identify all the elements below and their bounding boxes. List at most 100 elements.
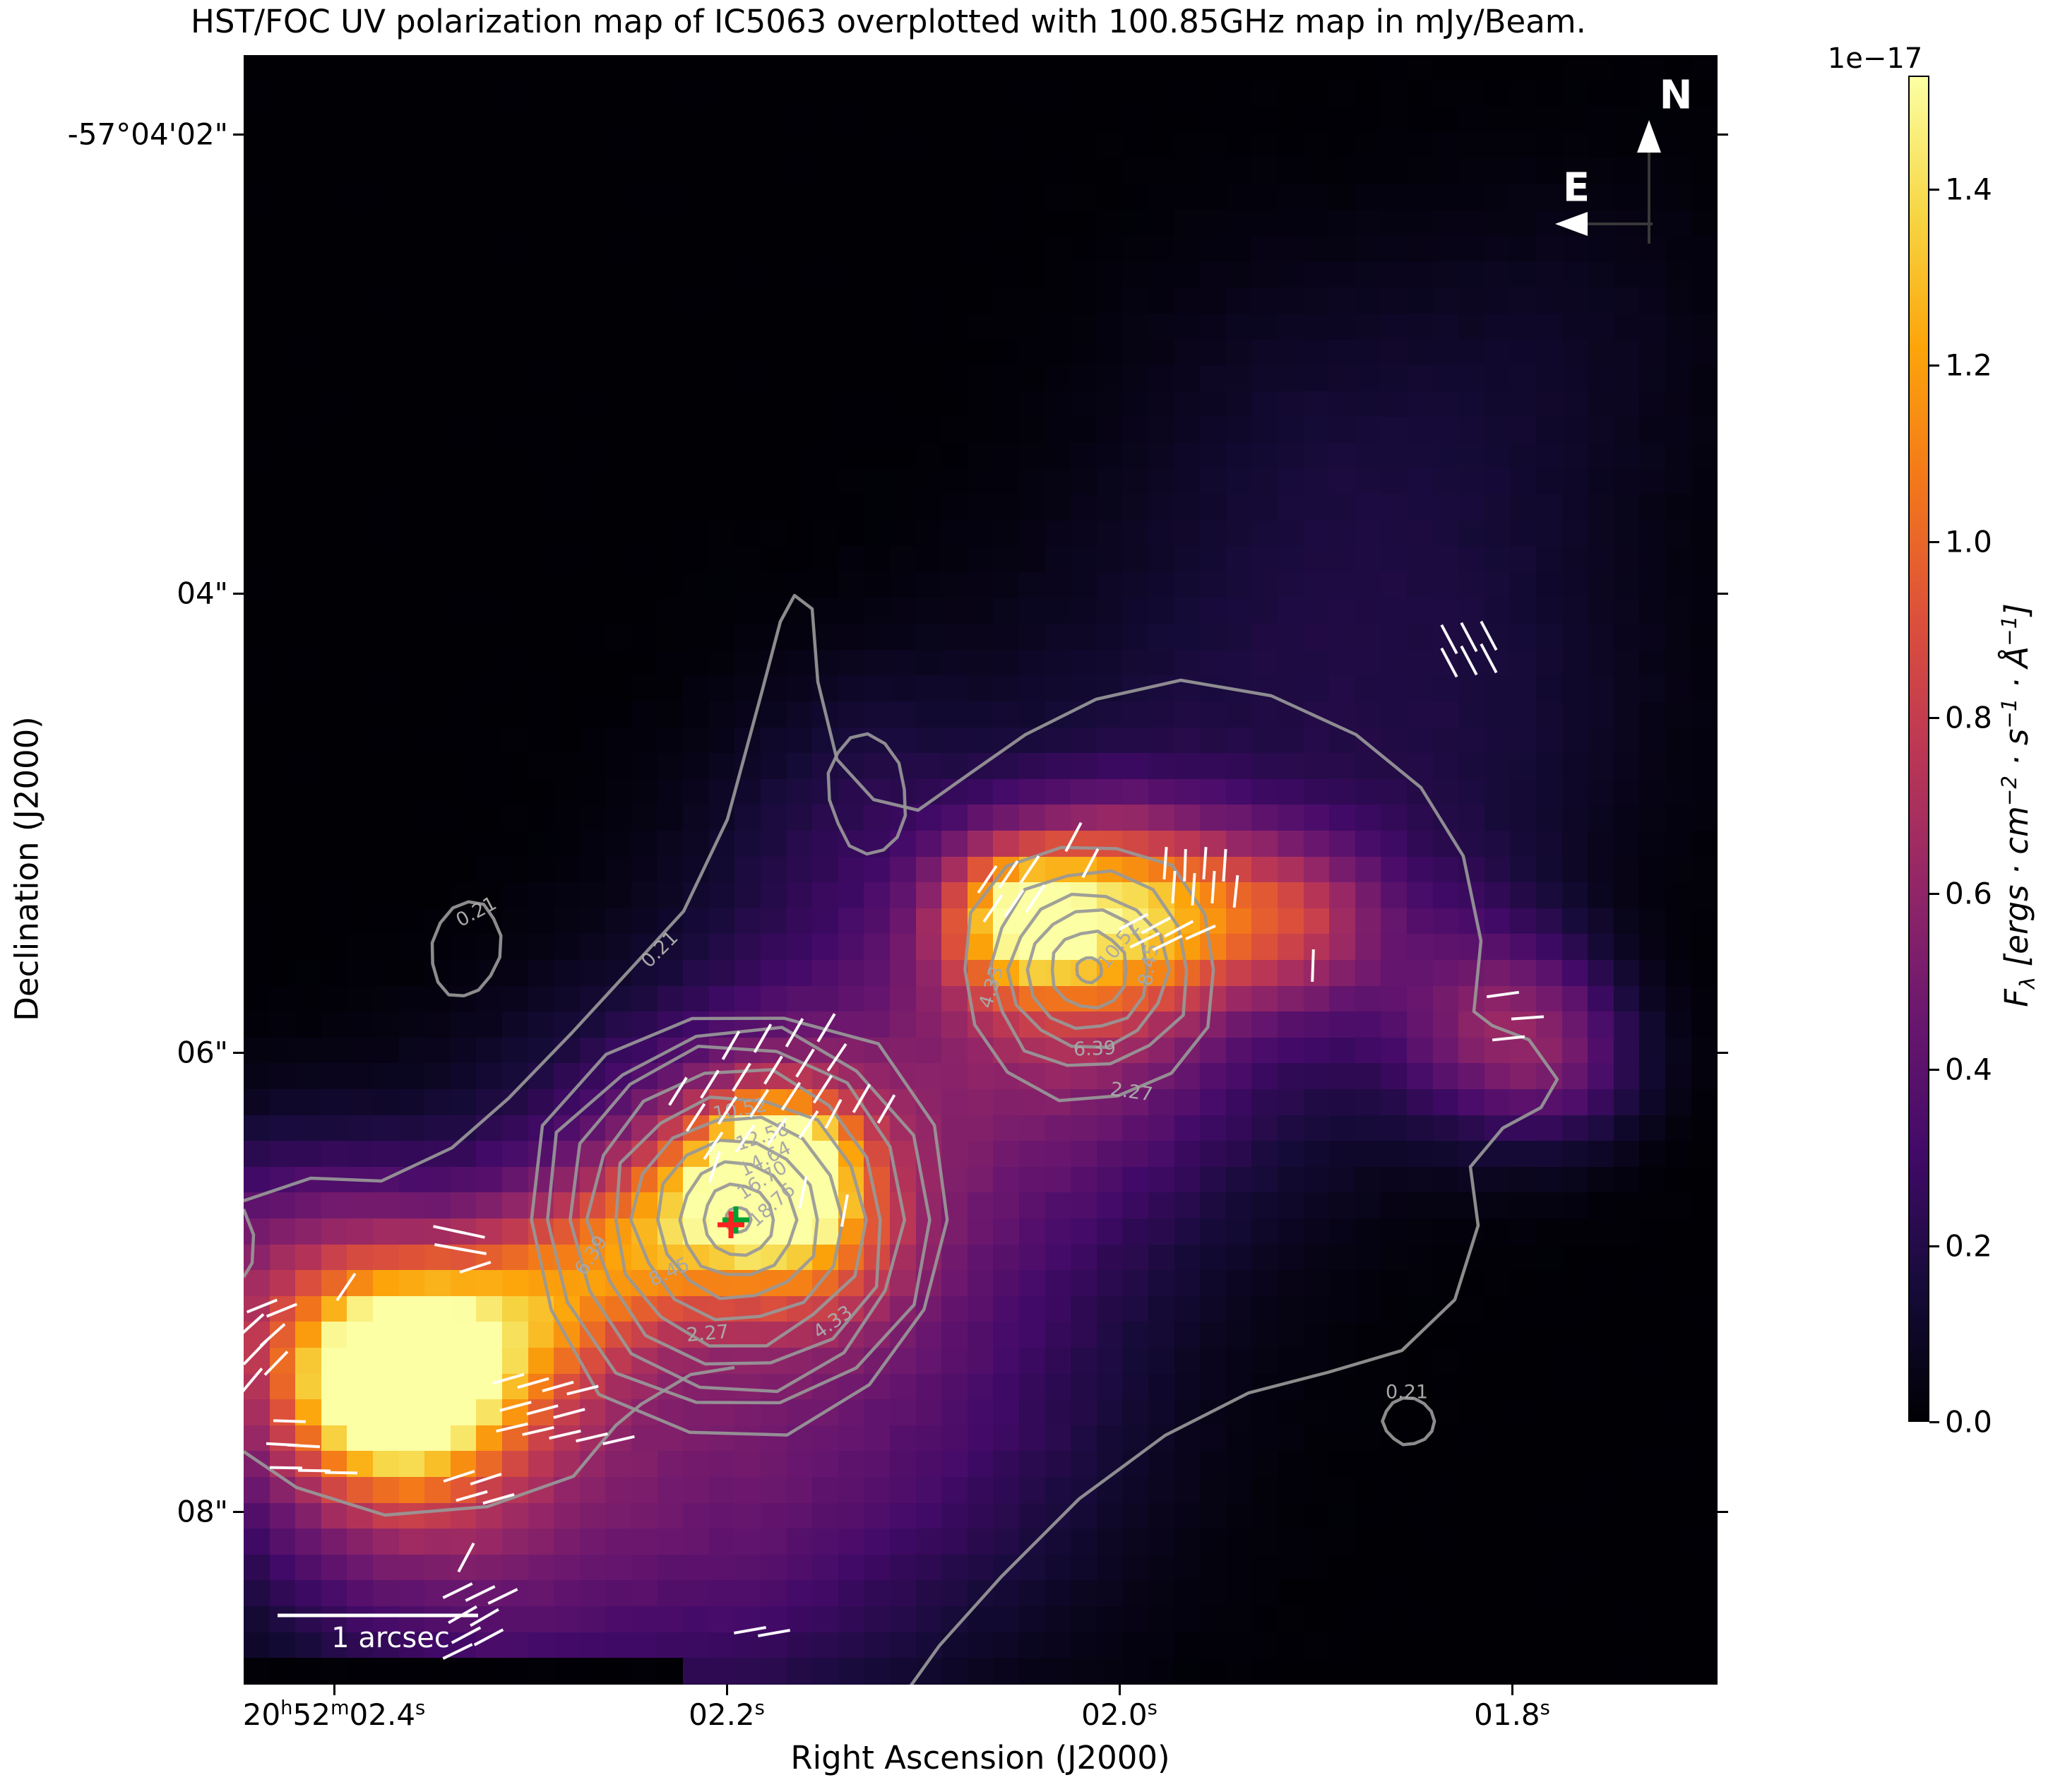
colorbar-tick-mark bbox=[1929, 1420, 1939, 1423]
colorbar-tick-mark bbox=[1929, 892, 1939, 895]
contour-loop bbox=[430, 900, 503, 998]
polarization-vector bbox=[244, 1313, 265, 1337]
polarization-vector bbox=[576, 1432, 608, 1443]
contour-level-label: 2.27 bbox=[686, 1321, 730, 1346]
superscript: s bbox=[415, 1697, 426, 1719]
x-tick-label: 20h52m02.4s bbox=[242, 1697, 426, 1732]
polarization-vector bbox=[457, 1542, 475, 1573]
polarization-vector bbox=[1141, 916, 1172, 934]
contour-line bbox=[244, 593, 1559, 1685]
polarization-vector bbox=[1486, 990, 1520, 999]
contour-ring bbox=[678, 1160, 799, 1276]
polarization-vector bbox=[1152, 934, 1183, 951]
polarization-vector bbox=[1311, 949, 1315, 983]
polarization-vector bbox=[273, 1419, 307, 1423]
x-axis-label: Right Ascension (J2000) bbox=[790, 1739, 1170, 1776]
polarization-vector bbox=[487, 1588, 518, 1605]
contour-line bbox=[244, 1365, 735, 1517]
polarization-vector bbox=[703, 1131, 724, 1161]
polarization-vector bbox=[454, 1247, 487, 1255]
superscript: h bbox=[280, 1697, 293, 1719]
polarization-vector bbox=[1222, 848, 1227, 882]
polarization-vector bbox=[766, 1117, 787, 1146]
x-tick-label: 02.0s bbox=[1081, 1697, 1158, 1732]
polarization-vector bbox=[1185, 924, 1216, 941]
colorbar-tick-mark bbox=[1929, 540, 1939, 543]
polarization-vector bbox=[840, 1194, 849, 1227]
polarization-vector bbox=[798, 1176, 808, 1209]
polarization-vector bbox=[824, 1098, 843, 1129]
polarization-vector bbox=[852, 1084, 871, 1113]
polarization-vector bbox=[780, 1081, 802, 1111]
contour-ring bbox=[1050, 930, 1128, 1010]
polarization-vector bbox=[826, 1043, 847, 1072]
polarization-vector bbox=[721, 1031, 741, 1060]
polarization-vector bbox=[749, 1088, 770, 1118]
polarization-vector bbox=[456, 1490, 488, 1502]
colorbar-tick-label: 1.2 bbox=[1945, 348, 1992, 383]
colorbar-tick-mark bbox=[1929, 1245, 1939, 1247]
colorbar-offset-label: 1e−17 bbox=[1827, 42, 1923, 75]
polarization-vector bbox=[263, 1351, 289, 1376]
polarization-vector bbox=[734, 1626, 766, 1634]
colorbar-tick-label: 1.4 bbox=[1945, 172, 1992, 207]
polarization-vector bbox=[287, 1443, 321, 1449]
contour-level-label: 4.33 bbox=[975, 963, 1008, 1011]
scale-bar-label: 1 arcsec bbox=[331, 1622, 450, 1654]
y-tick-label: -57°04'02" bbox=[67, 117, 228, 152]
marker-red-plus bbox=[718, 1211, 744, 1238]
colorbar-tick-label: 0.8 bbox=[1945, 700, 1992, 735]
polarization-vector bbox=[549, 1429, 581, 1440]
polarization-vector bbox=[443, 1469, 475, 1483]
polarization-vector bbox=[785, 1018, 804, 1048]
superscript: −1 bbox=[1997, 698, 2021, 729]
colorbar-tick-mark bbox=[1929, 188, 1939, 191]
subscript: λ bbox=[2016, 976, 2040, 989]
polarization-vector bbox=[1460, 645, 1478, 676]
contour-ring bbox=[585, 1068, 882, 1366]
polarization-vector bbox=[492, 1372, 525, 1385]
polarization-vector bbox=[1492, 1035, 1525, 1042]
polarization-vector bbox=[246, 1298, 278, 1314]
x-tick-mark bbox=[1118, 1685, 1121, 1695]
colorbar-tick-mark bbox=[1929, 1068, 1939, 1071]
compass-east-label: E bbox=[1562, 165, 1590, 211]
polarization-vector bbox=[1440, 647, 1458, 678]
polarization-vector bbox=[1081, 848, 1100, 879]
contour-ring bbox=[1075, 956, 1103, 985]
polarization-vector bbox=[668, 1076, 688, 1106]
contour-ring bbox=[546, 1026, 932, 1405]
y-tick-label: 08" bbox=[177, 1494, 228, 1529]
polarization-vector bbox=[526, 1404, 559, 1416]
polarization-vector bbox=[1232, 874, 1239, 908]
contour-line bbox=[244, 1209, 256, 1278]
contour-ring bbox=[656, 1139, 819, 1300]
polarization-vector bbox=[522, 1425, 554, 1437]
polarization-vector bbox=[876, 1094, 896, 1124]
y-tick-mark bbox=[233, 133, 244, 136]
polarization-vector bbox=[717, 1096, 738, 1125]
contour-ring bbox=[702, 1182, 775, 1257]
polarization-vector bbox=[798, 1110, 819, 1139]
polarization-vector bbox=[1511, 1015, 1545, 1021]
polarization-vector bbox=[1183, 848, 1187, 882]
polarization-vector bbox=[998, 860, 1019, 889]
plot-overlay: 0.210.210.2110.5212.5814.6416.7018.766.3… bbox=[244, 120, 1661, 1685]
polarization-vector bbox=[442, 1582, 473, 1599]
polarization-vector bbox=[1163, 920, 1194, 938]
contour-ring bbox=[988, 869, 1189, 1067]
y-tick-mark bbox=[233, 592, 244, 595]
polarization-vector bbox=[795, 1048, 815, 1078]
y-tick-mark-right bbox=[1718, 133, 1728, 136]
polarization-vector bbox=[753, 1023, 773, 1053]
polarization-vector bbox=[816, 1013, 836, 1043]
north-arrow-icon bbox=[1637, 120, 1661, 153]
polarization-vector bbox=[1440, 624, 1458, 655]
superscript: s bbox=[754, 1697, 765, 1719]
x-tick-mark bbox=[333, 1685, 335, 1695]
polarization-vector bbox=[542, 1380, 574, 1393]
polarization-vector bbox=[517, 1377, 549, 1389]
polarization-vector bbox=[459, 1260, 492, 1274]
polarization-vector bbox=[470, 1472, 502, 1486]
